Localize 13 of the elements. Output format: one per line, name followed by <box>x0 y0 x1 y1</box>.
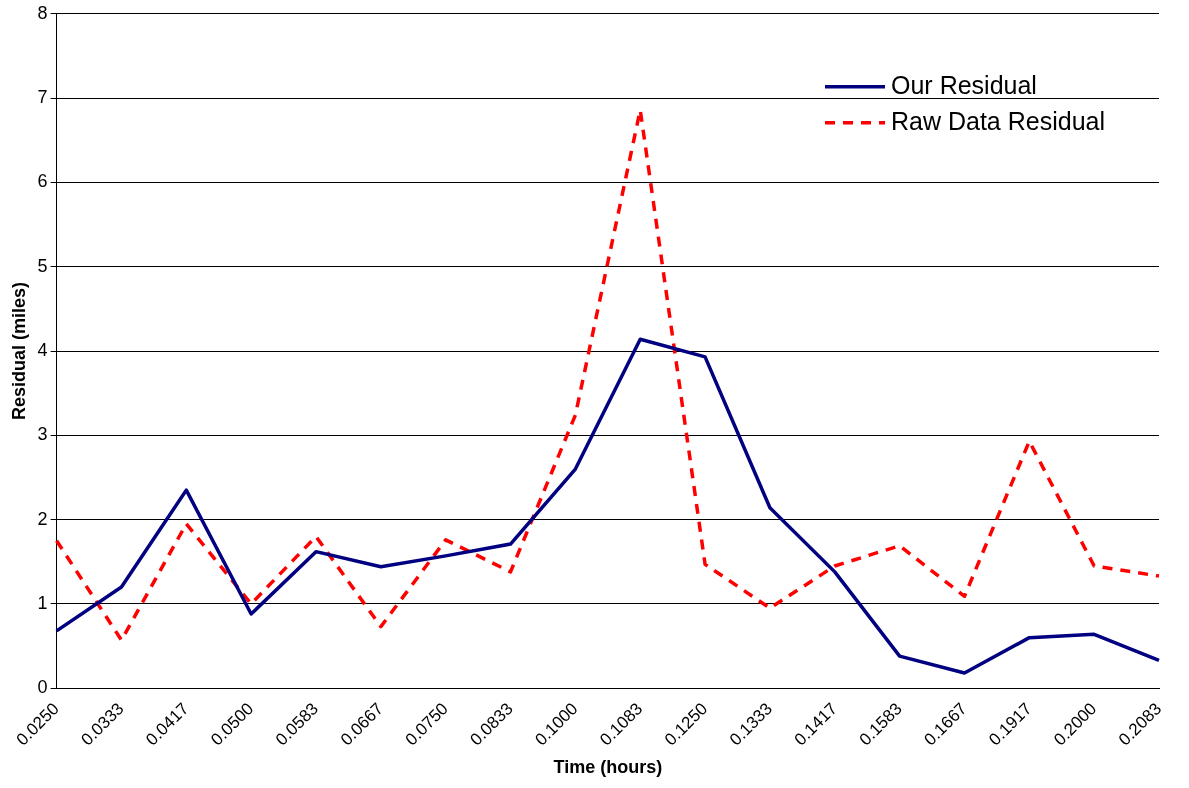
y-axis-title: Residual (miles) <box>8 281 29 421</box>
y-tick-label: 8 <box>37 2 48 23</box>
y-tick-label: 5 <box>37 255 48 276</box>
y-tick-label: 3 <box>37 424 48 445</box>
y-tick-label: 0 <box>37 677 48 698</box>
y-tick-label: 4 <box>37 339 48 360</box>
y-tick-label: 6 <box>37 171 48 192</box>
y-tick-label: 1 <box>37 592 48 613</box>
legend-label: Our Residual <box>891 70 1037 99</box>
y-tick-label: 7 <box>37 87 48 108</box>
legend-label: Raw Data Residual <box>891 106 1106 135</box>
x-axis-title: Time (hours) <box>553 757 663 778</box>
y-tick-label: 2 <box>37 508 48 529</box>
